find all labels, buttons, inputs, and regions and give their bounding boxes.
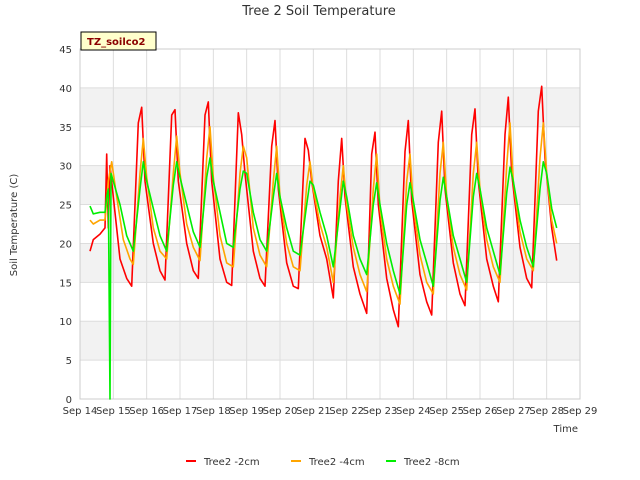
plot-frame bbox=[79, 48, 581, 400]
x-tick-label: Sep 25 bbox=[429, 406, 464, 417]
y-axis-ticks: 0 5 10 15 20 25 30 35 40 45 bbox=[59, 45, 72, 406]
plot-band bbox=[80, 360, 580, 399]
x-tick-label: Sep 23 bbox=[363, 406, 398, 417]
chart-title: Tree 2 Soil Temperature bbox=[241, 4, 396, 19]
series-line-1 bbox=[89, 122, 558, 305]
annotation-box-frame bbox=[80, 31, 157, 51]
x-tick-label: Sep 14 bbox=[63, 406, 98, 417]
plot-band bbox=[80, 321, 580, 361]
x-tick-label: Sep 28 bbox=[529, 406, 564, 417]
legend-label: Tree2 -4cm bbox=[308, 457, 365, 468]
y-tick-label: 0 bbox=[66, 395, 72, 406]
series-line-2 bbox=[89, 157, 558, 400]
y-tick-label: 15 bbox=[59, 278, 72, 289]
y-tick-label: 45 bbox=[59, 45, 72, 56]
legend-label: Tree2 -2cm bbox=[203, 457, 260, 468]
x-tick-label: Sep 15 bbox=[96, 406, 131, 417]
annotation-text: TZ_soilco2 bbox=[87, 37, 146, 48]
y-tick-label: 25 bbox=[59, 201, 72, 212]
plot-band bbox=[80, 165, 580, 205]
y-tick-label: 20 bbox=[59, 239, 72, 250]
x-tick-label: Sep 16 bbox=[129, 406, 164, 417]
y-tick-label: 10 bbox=[59, 317, 72, 328]
y-axis-label: Soil Temperature (C) bbox=[9, 174, 20, 277]
x-tick-label: Sep 19 bbox=[229, 406, 264, 417]
legend: Tree2 -2cm Tree2 -4cm Tree2 -8cm bbox=[186, 457, 460, 468]
y-tick-label: 35 bbox=[59, 123, 72, 134]
plot-band bbox=[80, 282, 580, 322]
x-tick-label: Sep 26 bbox=[463, 406, 498, 417]
x-tick-label: Sep 27 bbox=[496, 406, 531, 417]
series-layer bbox=[89, 85, 558, 400]
x-axis-label: Time bbox=[553, 424, 578, 435]
x-tick-label: Sep 18 bbox=[196, 406, 231, 417]
x-tick-label: Sep 20 bbox=[263, 406, 298, 417]
x-tick-label: Sep 17 bbox=[163, 406, 198, 417]
x-tick-label: Sep 29 bbox=[563, 406, 598, 417]
plot-bands bbox=[80, 49, 580, 399]
x-tick-label: Sep 21 bbox=[296, 406, 331, 417]
legend-label: Tree2 -8cm bbox=[403, 457, 460, 468]
y-tick-label: 40 bbox=[59, 84, 72, 95]
plot-band bbox=[80, 126, 580, 166]
plot-band bbox=[80, 87, 580, 127]
x-tick-label: Sep 22 bbox=[329, 406, 364, 417]
y-tick-label: 5 bbox=[66, 356, 72, 367]
y-tick-label: 30 bbox=[59, 162, 72, 173]
annotation-box: TZ_soilco2 bbox=[80, 31, 157, 51]
x-tick-label: Sep 24 bbox=[396, 406, 431, 417]
plot-band bbox=[80, 204, 580, 244]
plot-band bbox=[80, 49, 580, 88]
